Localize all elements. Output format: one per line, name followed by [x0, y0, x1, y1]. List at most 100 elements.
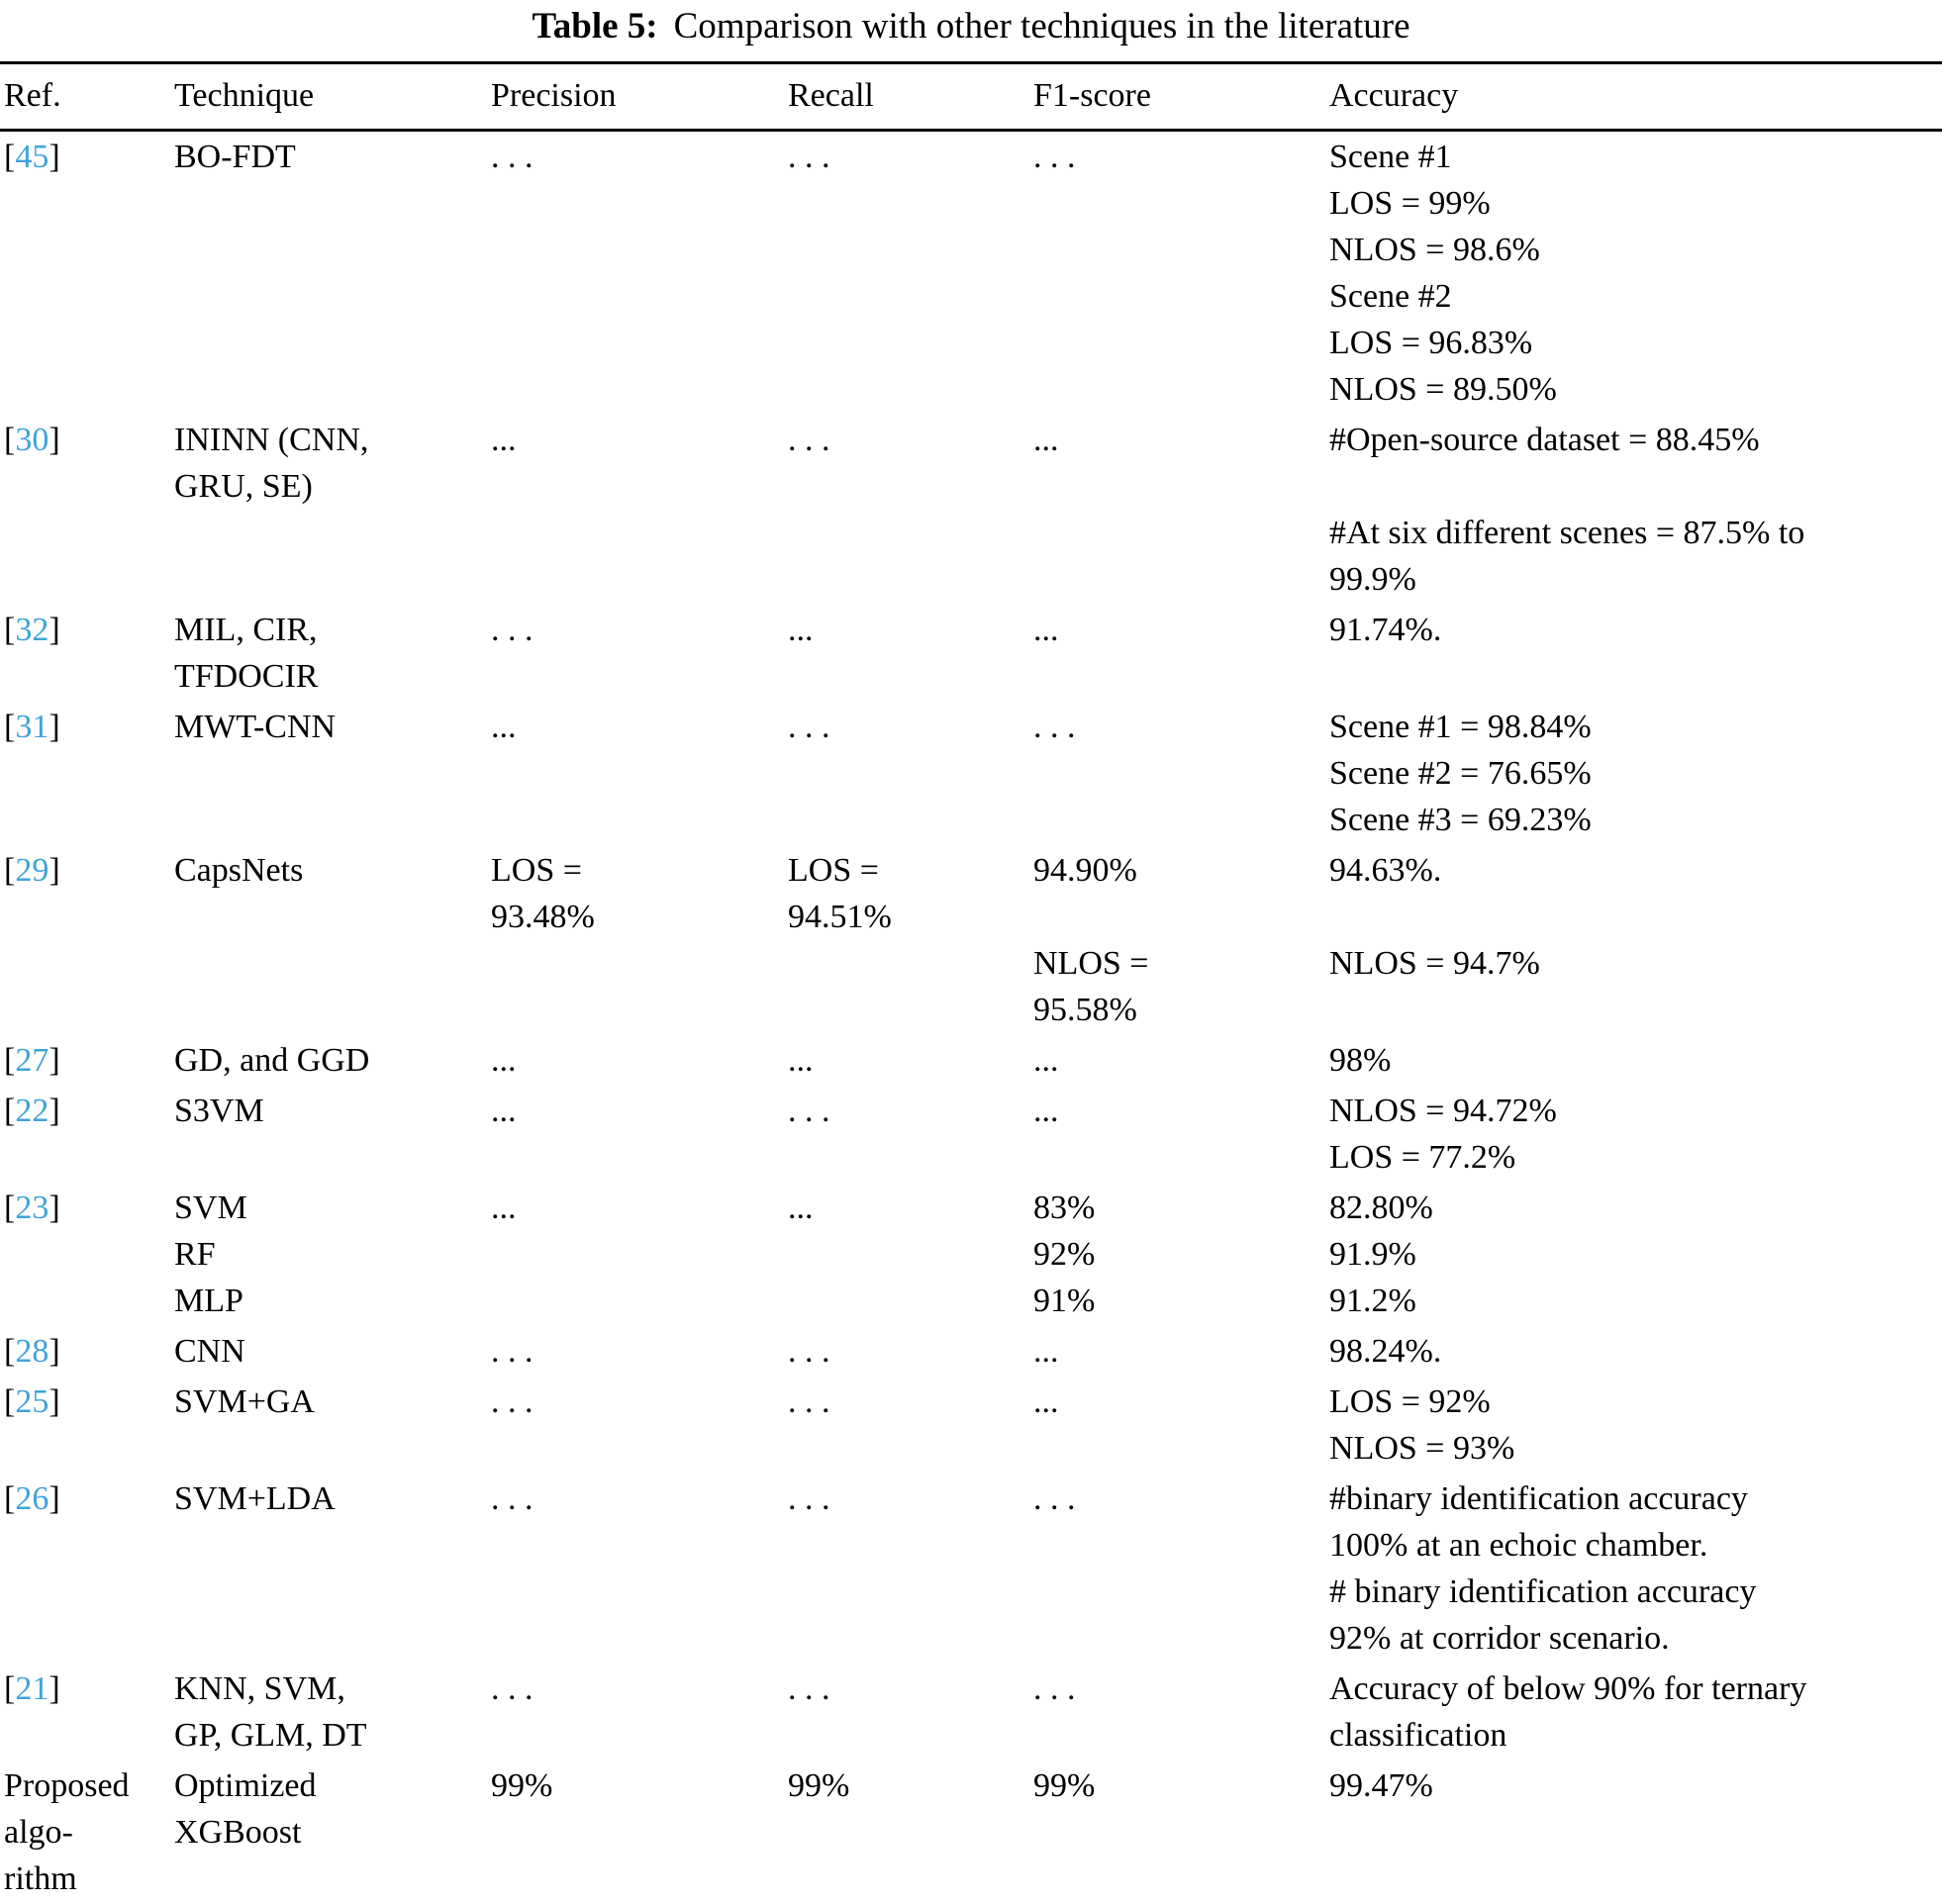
- citation-bracket: [: [4, 1190, 16, 1226]
- caption-text: Comparison with other techniques in the …: [673, 6, 1410, 47]
- column-header-recall: Recall: [788, 62, 1033, 132]
- table-row: [29] CapsNets LOS = 93.48% LOS = 94.51% …: [0, 845, 1942, 1035]
- technique-cell: S3VM: [174, 1093, 264, 1129]
- technique-cell: Optimized XGBoost: [174, 1767, 317, 1851]
- precision-cell: LOS = 93.48%: [491, 852, 595, 935]
- table-row: [25] SVM+GA . . . . . . ... LOS = 92% NL…: [0, 1377, 1942, 1474]
- technique-cell: MIL, CIR, TFDOCIR: [174, 612, 319, 695]
- accuracy-cell: 98%: [1329, 1042, 1392, 1079]
- f1-cell: 94.90% NLOS = 95.58%: [1033, 852, 1149, 1028]
- precision-cell: ...: [491, 1093, 517, 1129]
- f1-cell: . . .: [1033, 139, 1076, 175]
- technique-cell: SVM RF MLP: [174, 1190, 247, 1319]
- citation-link[interactable]: 30: [15, 422, 49, 458]
- accuracy-cell: 99.47%: [1329, 1767, 1433, 1804]
- recall-cell: . . .: [788, 139, 830, 175]
- accuracy-cell: 98.24%.: [1329, 1333, 1442, 1370]
- citation-link[interactable]: 27: [15, 1042, 49, 1079]
- f1-cell: . . .: [1033, 1480, 1076, 1517]
- precision-cell: . . .: [491, 1480, 534, 1517]
- citation-link[interactable]: 22: [15, 1093, 49, 1129]
- ref-cell: [45]: [0, 131, 174, 416]
- recall-cell: . . .: [788, 1093, 830, 1129]
- accuracy-cell: LOS = 92% NLOS = 93%: [1329, 1383, 1515, 1467]
- table-row: [23] SVM RF MLP ... ... 83% 92% 91% 82.8…: [0, 1183, 1942, 1326]
- ref-cell: [27]: [0, 1035, 174, 1086]
- citation-bracket: [: [4, 1333, 16, 1370]
- citation-bracket: ]: [49, 1383, 60, 1420]
- table-row: [32] MIL, CIR, TFDOCIR . . . ... ... 91.…: [0, 605, 1942, 702]
- technique-cell: BO-FDT: [174, 139, 296, 175]
- technique-cell: SVM+GA: [174, 1383, 315, 1420]
- citation-link[interactable]: 28: [15, 1333, 49, 1370]
- citation-bracket: ]: [49, 709, 60, 745]
- table-row: [30] ININN (CNN, GRU, SE) ... . . . ... …: [0, 415, 1942, 605]
- citation-bracket: [: [4, 1480, 16, 1517]
- citation-bracket: ]: [49, 1670, 60, 1707]
- table-row: [31] MWT-CNN ... . . . . . . Scene #1 = …: [0, 702, 1942, 845]
- f1-cell: ...: [1033, 1383, 1059, 1420]
- table-row: [28] CNN . . . . . . ... 98.24%.: [0, 1326, 1942, 1377]
- f1-cell: 99%: [1033, 1767, 1096, 1804]
- recall-cell: ...: [788, 612, 814, 648]
- ref-cell: [31]: [0, 702, 174, 845]
- citation-bracket: [: [4, 1670, 16, 1707]
- table-row: [26] SVM+LDA . . . . . . . . . #binary i…: [0, 1474, 1942, 1664]
- precision-cell: . . .: [491, 612, 534, 648]
- citation-link[interactable]: 31: [15, 709, 49, 745]
- ref-cell: [30]: [0, 415, 174, 605]
- citation-link[interactable]: 25: [15, 1383, 49, 1420]
- recall-cell: . . .: [788, 1383, 830, 1420]
- recall-cell: 99%: [788, 1767, 850, 1804]
- precision-cell: . . .: [491, 1670, 534, 1707]
- citation-bracket: ]: [49, 1480, 60, 1517]
- ref-cell: [29]: [0, 845, 174, 1035]
- citation-bracket: ]: [49, 1190, 60, 1226]
- precision-cell: ...: [491, 422, 517, 458]
- precision-cell: ...: [491, 709, 517, 745]
- precision-cell: 99%: [491, 1767, 553, 1804]
- recall-cell: . . .: [788, 1333, 830, 1370]
- ref-cell: [32]: [0, 605, 174, 702]
- citation-bracket: ]: [49, 852, 60, 889]
- accuracy-cell: 94.63%. NLOS = 94.7%: [1329, 852, 1540, 982]
- technique-cell: CapsNets: [174, 852, 304, 889]
- column-header-ref: Ref.: [0, 62, 174, 132]
- citation-bracket: ]: [49, 1093, 60, 1129]
- header-row: Ref. Technique Precision Recall F1-score…: [0, 62, 1942, 132]
- citation-bracket: [: [4, 1093, 16, 1129]
- citation-link[interactable]: 26: [15, 1480, 49, 1517]
- f1-cell: ...: [1033, 1093, 1059, 1129]
- citation-link[interactable]: 32: [15, 612, 49, 648]
- recall-cell: . . .: [788, 422, 830, 458]
- table-row: [22] S3VM ... . . . ... NLOS = 94.72% LO…: [0, 1086, 1942, 1183]
- recall-cell: LOS = 94.51%: [788, 852, 892, 935]
- accuracy-cell: Scene #1 LOS = 99% NLOS = 98.6% Scene #2…: [1329, 139, 1557, 408]
- accuracy-cell: #binary identification accuracy 100% at …: [1329, 1480, 1757, 1657]
- accuracy-cell: 82.80% 91.9% 91.2%: [1329, 1190, 1433, 1319]
- accuracy-cell: 91.74%.: [1329, 612, 1442, 648]
- citation-bracket: ]: [49, 1333, 60, 1370]
- technique-cell: GD, and GGD: [174, 1042, 370, 1079]
- citation-bracket: ]: [49, 422, 60, 458]
- citation-link[interactable]: 23: [15, 1190, 49, 1226]
- citation-link[interactable]: 21: [15, 1670, 49, 1707]
- precision-cell: . . .: [491, 139, 534, 175]
- f1-cell: . . .: [1033, 709, 1076, 745]
- ref-cell: [22]: [0, 1086, 174, 1183]
- citation-link[interactable]: 45: [15, 139, 49, 175]
- ref-cell: [26]: [0, 1474, 174, 1664]
- precision-cell: ...: [491, 1042, 517, 1079]
- technique-cell: CNN: [174, 1333, 245, 1370]
- table-caption: Table 5: Comparison with other techniques…: [0, 0, 1942, 61]
- f1-cell: ...: [1033, 1042, 1059, 1079]
- precision-cell: . . .: [491, 1383, 534, 1420]
- accuracy-cell: NLOS = 94.72% LOS = 77.2%: [1329, 1093, 1557, 1176]
- recall-cell: . . .: [788, 709, 830, 745]
- ref-cell: Proposed algo- rithm: [4, 1767, 130, 1897]
- citation-bracket: [: [4, 422, 16, 458]
- column-header-technique: Technique: [174, 62, 491, 132]
- accuracy-cell: Scene #1 = 98.84% Scene #2 = 76.65% Scen…: [1329, 709, 1592, 838]
- citation-link[interactable]: 29: [15, 852, 49, 889]
- table-row: [21] KNN, SVM, GP, GLM, DT . . . . . . .…: [0, 1664, 1942, 1761]
